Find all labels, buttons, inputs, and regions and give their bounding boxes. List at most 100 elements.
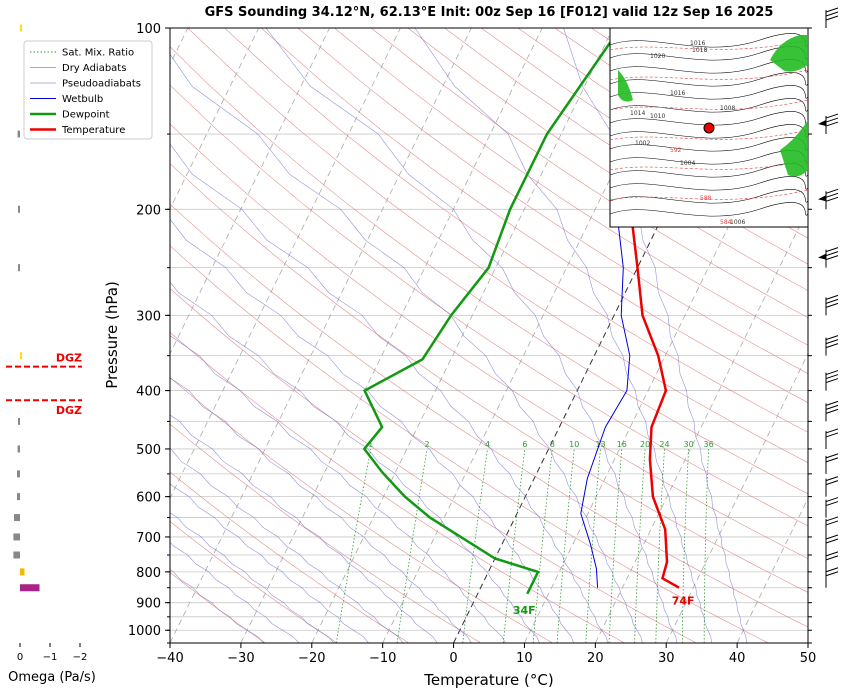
inset-map-label: 592 bbox=[670, 147, 682, 154]
wind-barb-feather bbox=[825, 121, 839, 127]
wind-barb-feather bbox=[825, 247, 839, 253]
mixing-ratio-label: 1 bbox=[368, 440, 373, 449]
pseudoadiabat-line bbox=[265, 28, 678, 643]
x-tick-label: −40 bbox=[156, 651, 183, 666]
inset-isobar bbox=[609, 111, 809, 126]
inset-map-label: 1006 bbox=[730, 219, 745, 226]
surface-dewpoint-label: 34F bbox=[513, 604, 536, 617]
dry-adiabat-line bbox=[170, 521, 338, 643]
inset-height-line bbox=[609, 189, 809, 201]
dry-adiabat-line bbox=[170, 288, 697, 643]
inset-map-label: 1004 bbox=[680, 160, 695, 167]
series-dewpoint-line bbox=[362, 28, 622, 595]
pseudoadiabat-line bbox=[170, 218, 574, 643]
pseudoadiabat-line bbox=[170, 482, 369, 643]
wind-barb-feather bbox=[825, 571, 839, 577]
plot-area: 1 2 4 6 8 10 13 16 20 24 30 36 bbox=[170, 28, 808, 643]
isotherm-line bbox=[594, 208, 808, 643]
omega-axis-label: Omega (Pa/s) bbox=[8, 670, 96, 685]
wind-barb-flag bbox=[818, 195, 826, 202]
omega-bar bbox=[17, 470, 20, 478]
legend-label: Pseudoadiabats bbox=[62, 79, 141, 90]
x-tick-label: −10 bbox=[369, 651, 396, 666]
wind-barb-feather bbox=[825, 432, 839, 438]
y-axis-label: Pressure (hPa) bbox=[103, 281, 121, 389]
wind-barb-feather bbox=[825, 251, 839, 257]
wind-barb-feather bbox=[825, 7, 839, 13]
mixing-ratio-label: 36 bbox=[704, 440, 714, 449]
wind-barb-feather bbox=[825, 188, 839, 194]
mixing-ratio-line bbox=[634, 448, 646, 643]
wind-barb-feather bbox=[825, 192, 839, 198]
mixing-ratio-label: 16 bbox=[617, 440, 627, 449]
wind-barb-flag bbox=[818, 253, 826, 260]
y-tick-label: 400 bbox=[136, 385, 161, 400]
wind-barb-feather bbox=[825, 374, 839, 380]
y-tick-label: 900 bbox=[136, 597, 161, 612]
omega-bar bbox=[20, 352, 22, 360]
mixing-ratio-line bbox=[532, 448, 553, 643]
inset-map-label: 584 bbox=[720, 219, 732, 226]
pseudoadiabat-line bbox=[170, 569, 264, 643]
legend-label: Wetbulb bbox=[62, 94, 103, 105]
wind-barb-feather bbox=[825, 196, 839, 202]
inset-map-label: 1016 bbox=[670, 90, 685, 97]
wind-barb-feather bbox=[825, 497, 839, 503]
omega-bar bbox=[17, 130, 20, 138]
wind-barb-feather bbox=[825, 378, 839, 384]
y-tick-label: 100 bbox=[136, 22, 161, 37]
legend: Sat. Mix. Ratio Dry Adiabats Pseudoadiabat… bbox=[23, 40, 153, 140]
omega-panel: DGZ DGZ 0 −1 −2 Omega (Pa/s) bbox=[6, 24, 96, 685]
wind-barb-feather bbox=[825, 117, 839, 123]
dry-adiabat-line bbox=[170, 46, 808, 495]
dry-adiabat-line bbox=[170, 245, 769, 643]
x-tick-label: −20 bbox=[298, 651, 325, 666]
inset-height-line bbox=[609, 99, 809, 111]
wind-barb-feather bbox=[825, 370, 839, 376]
mixing-ratio-label: 8 bbox=[550, 440, 555, 449]
mixing-ratio-line bbox=[462, 448, 488, 643]
dry-adiabat-line bbox=[170, 84, 808, 527]
pseudoadiabat-line bbox=[170, 53, 643, 643]
isotherm-line bbox=[240, 28, 543, 643]
inset-map-label: 1020 bbox=[650, 53, 665, 60]
y-tick-label: 500 bbox=[136, 443, 161, 458]
dry-adiabat-line bbox=[371, 28, 808, 319]
omega-bar bbox=[18, 205, 20, 213]
inset-isobar bbox=[609, 98, 809, 113]
omega-bar bbox=[20, 24, 22, 32]
inset-map-label: 588 bbox=[700, 195, 712, 202]
inset-map-label: 1016 bbox=[690, 40, 705, 47]
y-tick-label: 600 bbox=[136, 491, 161, 506]
mixing-ratio-label: 4 bbox=[485, 440, 490, 449]
y-tick-label: 300 bbox=[136, 309, 161, 324]
wind-barb-feather bbox=[825, 339, 839, 345]
wind-barb-feather bbox=[825, 551, 839, 557]
wind-barb-feather bbox=[825, 343, 839, 349]
x-axis-label: Temperature (°C) bbox=[423, 671, 553, 689]
dry-adiabat-line bbox=[170, 423, 481, 643]
inset-terrain bbox=[618, 70, 633, 102]
omega-bar bbox=[17, 493, 20, 501]
isotherm-line bbox=[311, 28, 614, 643]
mixing-ratio-label: 6 bbox=[522, 440, 527, 449]
dry-adiabat-line bbox=[187, 28, 808, 464]
isotherm-line bbox=[170, 28, 401, 500]
pseudoadiabat-line bbox=[170, 334, 506, 643]
omega-tick-label: −2 bbox=[73, 652, 88, 663]
inset-location-marker bbox=[703, 122, 715, 134]
inset-map-label: 1018 bbox=[692, 47, 707, 54]
dry-adiabat-line bbox=[334, 28, 808, 346]
inset-height-line bbox=[609, 159, 809, 171]
inset-terrain bbox=[770, 35, 808, 72]
dry-adiabat-line bbox=[170, 572, 266, 643]
dgz-label: DGZ bbox=[56, 352, 82, 365]
dry-adiabat-line bbox=[170, 203, 808, 628]
x-tick-label: −30 bbox=[227, 651, 254, 666]
plot-frame bbox=[169, 27, 809, 644]
omega-bar bbox=[18, 417, 20, 425]
wind-barb-feather bbox=[825, 555, 839, 561]
wind-barbs bbox=[818, 7, 839, 588]
